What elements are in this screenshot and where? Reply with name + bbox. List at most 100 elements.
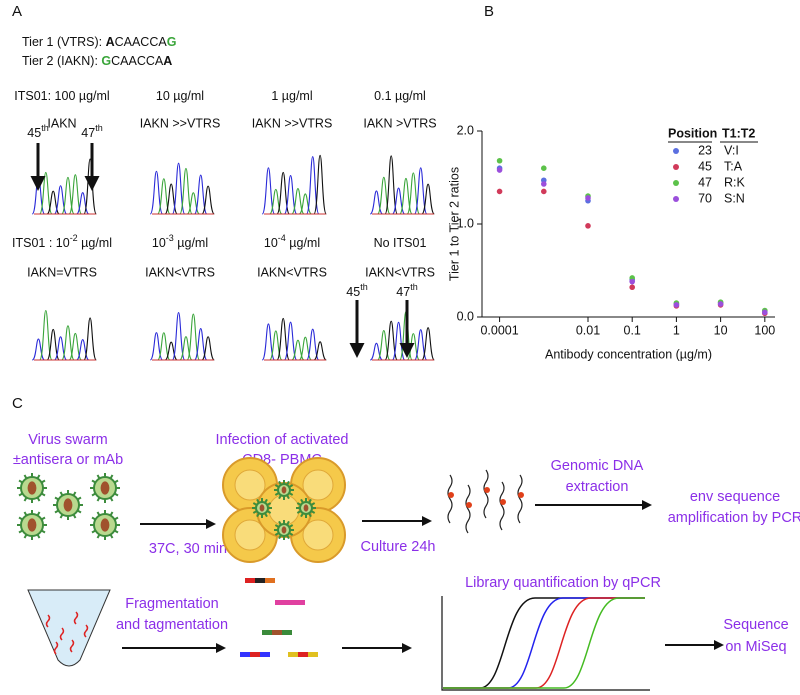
qpcr-curve xyxy=(443,597,645,689)
point xyxy=(540,188,547,195)
chromatogram-peak xyxy=(76,339,90,361)
position-label: 47th xyxy=(81,123,102,140)
fragment xyxy=(255,578,265,583)
dna-bit xyxy=(73,611,79,625)
seq: A xyxy=(106,35,115,49)
step-text: on MiSeq xyxy=(725,639,786,655)
seq: CAACCA xyxy=(115,35,168,49)
chromatogram-peak xyxy=(179,167,193,215)
x-tick-label: 100 xyxy=(754,323,775,337)
legend-ratio: R:K xyxy=(724,175,746,189)
chromatogram-peak xyxy=(421,327,435,361)
concentration: No ITS01 xyxy=(374,236,427,250)
conc-text: ITS01 : 10 xyxy=(12,236,70,250)
dna xyxy=(483,469,489,519)
dna xyxy=(517,474,523,524)
legend-marker xyxy=(673,148,679,154)
step-text: Library quantification by qPCR xyxy=(465,575,661,591)
point xyxy=(496,188,503,195)
step-text: Infection of activated xyxy=(216,432,349,448)
conc-unit: µg/ml xyxy=(286,236,320,250)
virus-core xyxy=(100,481,110,495)
concentration: 0.1 µg/ml xyxy=(374,89,426,103)
virus-core xyxy=(27,481,37,495)
chromatogram-peak xyxy=(68,174,83,215)
result: IAKN<VTRS xyxy=(257,265,327,279)
chromatogram-peak xyxy=(186,192,200,215)
result: IAKN xyxy=(47,116,76,130)
virus-core xyxy=(63,498,73,512)
step-text: ±antisera or mAb xyxy=(13,452,123,468)
virus-core xyxy=(281,526,287,534)
fragment xyxy=(295,600,305,605)
concentration: 10 µg/ml xyxy=(156,89,204,103)
dna-bit xyxy=(45,614,51,628)
fragment xyxy=(282,630,292,635)
legend-marker xyxy=(673,164,679,170)
chromatogram-peak xyxy=(283,321,298,361)
point xyxy=(496,157,503,164)
tier-label: Tier 1 (VTRS): xyxy=(22,35,106,49)
result: IAKN=VTRS xyxy=(27,265,97,279)
chromatogram-peak xyxy=(164,183,178,215)
legend-label: 45 xyxy=(698,159,712,173)
position-num: 47 xyxy=(81,126,95,140)
chromatogram-peak xyxy=(421,183,435,215)
dna xyxy=(447,474,453,524)
chromatogram-peak xyxy=(157,332,171,361)
chromatogram-peak xyxy=(149,170,164,215)
step-text: 37C, 30 min xyxy=(149,541,227,557)
step-text: env sequence xyxy=(690,489,780,505)
chromatogram-peak xyxy=(61,325,75,361)
fragment xyxy=(285,600,295,605)
point xyxy=(585,223,591,229)
chromatogram-peak xyxy=(305,328,320,361)
step-text: Fragmentation xyxy=(125,596,219,612)
fragment xyxy=(265,578,275,583)
legend-label: 70 xyxy=(698,191,712,205)
position-sup: th xyxy=(95,123,103,133)
concentration: ITS01 : 10-2 µg/ml xyxy=(12,233,112,250)
chromatogram-peak xyxy=(39,309,53,361)
point xyxy=(629,278,636,285)
panel-label: B xyxy=(484,3,494,20)
chromatogram-peak xyxy=(171,312,186,361)
x-tick-label: 0.01 xyxy=(576,323,600,337)
chromatogram-peak xyxy=(201,185,215,215)
dna-bit xyxy=(59,627,65,641)
chromatogram-peak xyxy=(313,341,327,361)
provirus xyxy=(518,492,524,498)
chromatogram-peak xyxy=(276,317,290,361)
chromatogram-peak xyxy=(186,313,201,361)
position-label: 45th xyxy=(27,123,48,140)
fragment xyxy=(240,652,250,657)
chromatogram-peak xyxy=(83,317,97,361)
conc-sup: -2 xyxy=(70,233,78,243)
legend-marker xyxy=(673,196,679,202)
result: IAKN >VTRS xyxy=(363,116,436,130)
point xyxy=(673,302,680,308)
virus-core xyxy=(100,518,110,532)
chromatogram-peak xyxy=(369,342,383,361)
legend-label: 47 xyxy=(698,175,712,189)
chromatogram-peak xyxy=(171,162,186,215)
y-tick-label: 0.0 xyxy=(457,309,474,323)
step-text: Sequence xyxy=(723,617,788,633)
chromatogram-peak xyxy=(39,171,53,215)
concentration: ITS01: 100 µg/ml xyxy=(14,89,109,103)
step-text: and tagmentation xyxy=(116,617,228,633)
chromatogram-peak xyxy=(76,192,90,215)
fragment xyxy=(260,652,270,657)
chromatogram-peak xyxy=(384,155,398,215)
position-num: 45 xyxy=(27,126,41,140)
tier-label: Tier 2 (IAKN): xyxy=(22,54,101,68)
x-axis-title: Antibody concentration (µg/m) xyxy=(545,347,712,361)
conc-text: 10 xyxy=(152,236,166,250)
x-tick-label: 1 xyxy=(673,323,680,337)
legend-ratio: S:N xyxy=(724,191,745,205)
provirus xyxy=(466,502,472,508)
chromatogram-peak xyxy=(384,320,398,361)
virus-core xyxy=(281,486,287,494)
point xyxy=(585,195,591,201)
